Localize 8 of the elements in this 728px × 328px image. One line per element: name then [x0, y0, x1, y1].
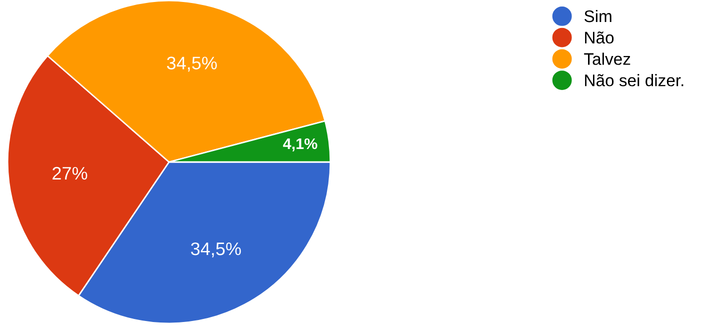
data-label: 34,5%	[166, 56, 217, 72]
data-label: 34,5%	[191, 242, 241, 258]
legend-label: Não	[585, 31, 614, 44]
legend-label: Não sei dizer.	[585, 74, 684, 86]
data-label: 4,1%	[283, 138, 318, 152]
legend-label: Talvez	[584, 52, 630, 65]
data-label: 27%	[52, 166, 88, 180]
legend-label: Sim	[584, 10, 612, 22]
